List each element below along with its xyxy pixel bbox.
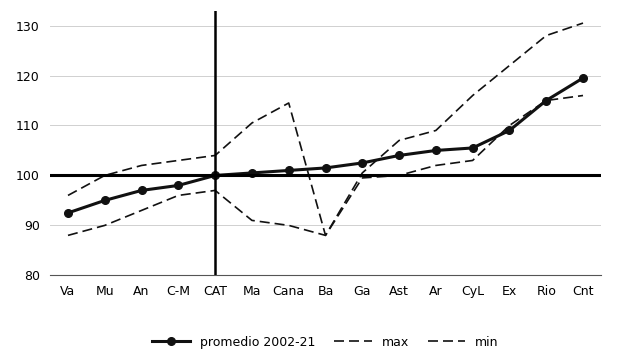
Legend: promedio 2002-21, max, min: promedio 2002-21, max, min (148, 331, 503, 353)
